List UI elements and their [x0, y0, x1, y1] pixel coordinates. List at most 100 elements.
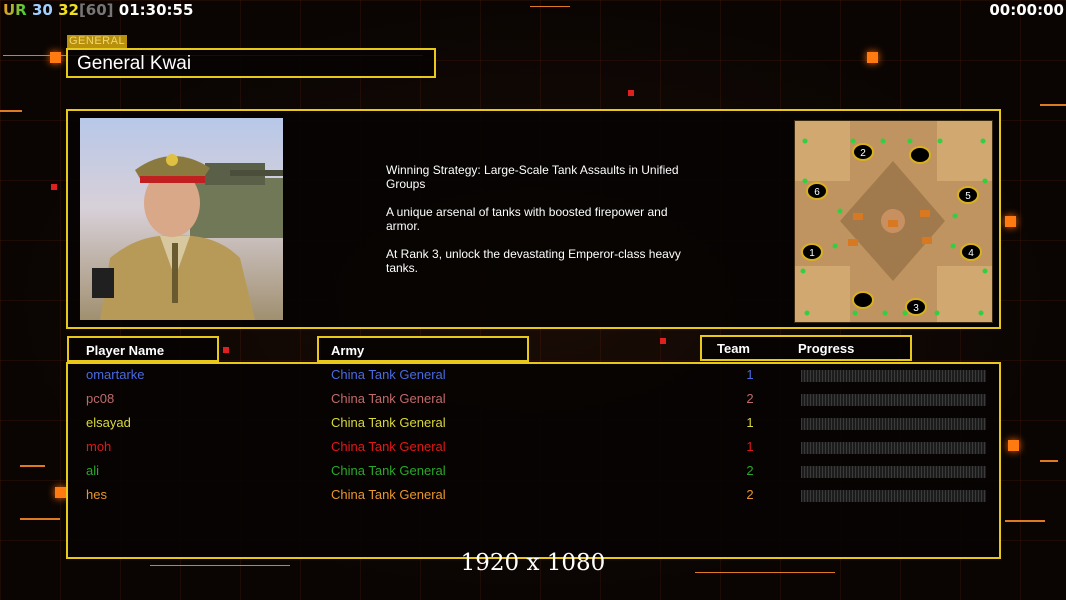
- progress-bar: [801, 490, 986, 502]
- oil-derrick-icon: [982, 268, 988, 274]
- header-team-progress: Team Progress: [700, 335, 912, 361]
- player-team[interactable]: 2: [746, 463, 754, 478]
- decor-line: [530, 6, 570, 7]
- hud-ur-label: UR: [3, 1, 27, 19]
- player-list: omartarke China Tank General 1 pc08 China Ta…: [66, 362, 1001, 559]
- building-icon: [920, 210, 930, 217]
- hud-clock: 01:30:55: [118, 1, 194, 19]
- decor-square: [628, 90, 634, 96]
- player-row[interactable]: pc08 China Tank General 2: [68, 391, 999, 415]
- start-position-marker[interactable]: [801, 243, 823, 261]
- decor-line: [1040, 104, 1066, 106]
- header-army[interactable]: Army: [317, 336, 529, 362]
- oil-derrick-icon: [804, 310, 810, 316]
- portrait-image-icon: [92, 154, 283, 320]
- resolution-label: 1920 x 1080: [460, 550, 606, 576]
- player-team[interactable]: 1: [746, 439, 754, 454]
- start-position-marker[interactable]: [909, 146, 931, 164]
- description-arsenal: A unique arsenal of tanks with boosted f…: [386, 205, 668, 233]
- decor-square: [50, 52, 61, 63]
- hud-timer: 00:00:00: [989, 1, 1064, 19]
- oil-derrick-icon: [978, 310, 984, 316]
- oil-derrick-icon: [882, 310, 888, 316]
- general-portrait: [80, 118, 283, 320]
- start-position-marker[interactable]: [852, 291, 874, 309]
- oil-derrick-icon: [907, 138, 913, 144]
- oil-derrick-icon: [837, 208, 843, 214]
- player-row[interactable]: ali China Tank General 2: [68, 463, 999, 487]
- decor-line: [1005, 520, 1045, 522]
- decor-square: [660, 338, 666, 344]
- oil-derrick-icon: [802, 178, 808, 184]
- player-name: ali: [86, 463, 100, 478]
- start-position-number: 6: [814, 187, 820, 198]
- oil-derrick-icon: [852, 310, 858, 316]
- start-position-marker[interactable]: [806, 182, 828, 200]
- player-army[interactable]: China Tank General: [331, 367, 446, 382]
- decor-square: [223, 347, 229, 353]
- start-position-marker[interactable]: [852, 143, 874, 161]
- oil-derrick-icon: [952, 213, 958, 219]
- general-name: General Kwai: [77, 53, 192, 74]
- progress-bar: [801, 370, 986, 382]
- player-team[interactable]: 2: [746, 487, 754, 502]
- player-row[interactable]: omartarke China Tank General 1: [68, 367, 999, 391]
- header-player-name[interactable]: Player Name: [67, 336, 219, 362]
- header-player-name-label: Player Name: [86, 343, 165, 358]
- player-army[interactable]: China Tank General: [331, 487, 446, 502]
- hud-value-bracket: [60]: [78, 1, 114, 19]
- oil-derrick-icon: [982, 178, 988, 184]
- player-team[interactable]: 1: [746, 415, 754, 430]
- oil-derrick-icon: [880, 138, 886, 144]
- decor-square: [867, 52, 878, 63]
- player-team[interactable]: 2: [746, 391, 754, 406]
- start-position-number: 4: [968, 248, 974, 259]
- decor-square: [1005, 216, 1016, 227]
- decor-line: [150, 565, 290, 566]
- oil-derrick-icon: [832, 243, 838, 249]
- start-position-marker[interactable]: [957, 186, 979, 204]
- general-description: Winning Strategy: Large-Scale Tank Assau…: [386, 163, 716, 289]
- general-info-panel: Winning Strategy: Large-Scale Tank Assau…: [66, 109, 1001, 329]
- header-team-label[interactable]: Team: [717, 341, 750, 356]
- player-name: pc08: [86, 391, 115, 406]
- progress-bar: [801, 442, 986, 454]
- decor-square: [51, 184, 57, 190]
- building-icon: [853, 213, 863, 220]
- oil-derrick-icon: [937, 138, 943, 144]
- player-row[interactable]: elsayad China Tank General 1: [68, 415, 999, 439]
- progress-bar: [801, 394, 986, 406]
- start-position-marker[interactable]: [960, 243, 982, 261]
- decor-square: [1008, 440, 1019, 451]
- general-tag: GENERAL: [67, 35, 128, 48]
- player-army[interactable]: China Tank General: [331, 415, 446, 430]
- general-title-box: General Kwai: [66, 48, 436, 78]
- player-row[interactable]: moh China Tank General 1: [68, 439, 999, 463]
- decor-line: [695, 572, 835, 573]
- oil-derrick-icon: [800, 268, 806, 274]
- description-rank: At Rank 3, unlock the devastating Empero…: [386, 247, 681, 275]
- player-name: omartarke: [86, 367, 145, 382]
- decor-line: [20, 518, 60, 520]
- start-position-number: 2: [860, 148, 866, 159]
- header-progress-label: Progress: [798, 341, 855, 356]
- building-icon: [848, 239, 858, 246]
- decor-line: [0, 110, 22, 112]
- minimap[interactable]: 1 2 3 4 5 6: [794, 120, 993, 323]
- header-army-label: Army: [331, 343, 365, 358]
- oil-derrick-icon: [850, 138, 856, 144]
- player-army[interactable]: China Tank General: [331, 391, 446, 406]
- oil-derrick-icon: [934, 310, 940, 316]
- player-row[interactable]: hes China Tank General 2: [68, 487, 999, 511]
- player-army[interactable]: China Tank General: [331, 463, 446, 478]
- start-position-number: 1: [809, 248, 815, 259]
- player-name: moh: [86, 439, 112, 454]
- player-team[interactable]: 1: [746, 367, 754, 382]
- start-position-marker[interactable]: [905, 298, 927, 316]
- decor-line: [1040, 460, 1058, 462]
- progress-bar: [801, 466, 986, 478]
- player-army[interactable]: China Tank General: [331, 439, 446, 454]
- oil-derrick-icon: [980, 138, 986, 144]
- hud-stats: UR 30 32[60] 01:30:55: [3, 1, 193, 19]
- start-position-number: 3: [913, 303, 919, 314]
